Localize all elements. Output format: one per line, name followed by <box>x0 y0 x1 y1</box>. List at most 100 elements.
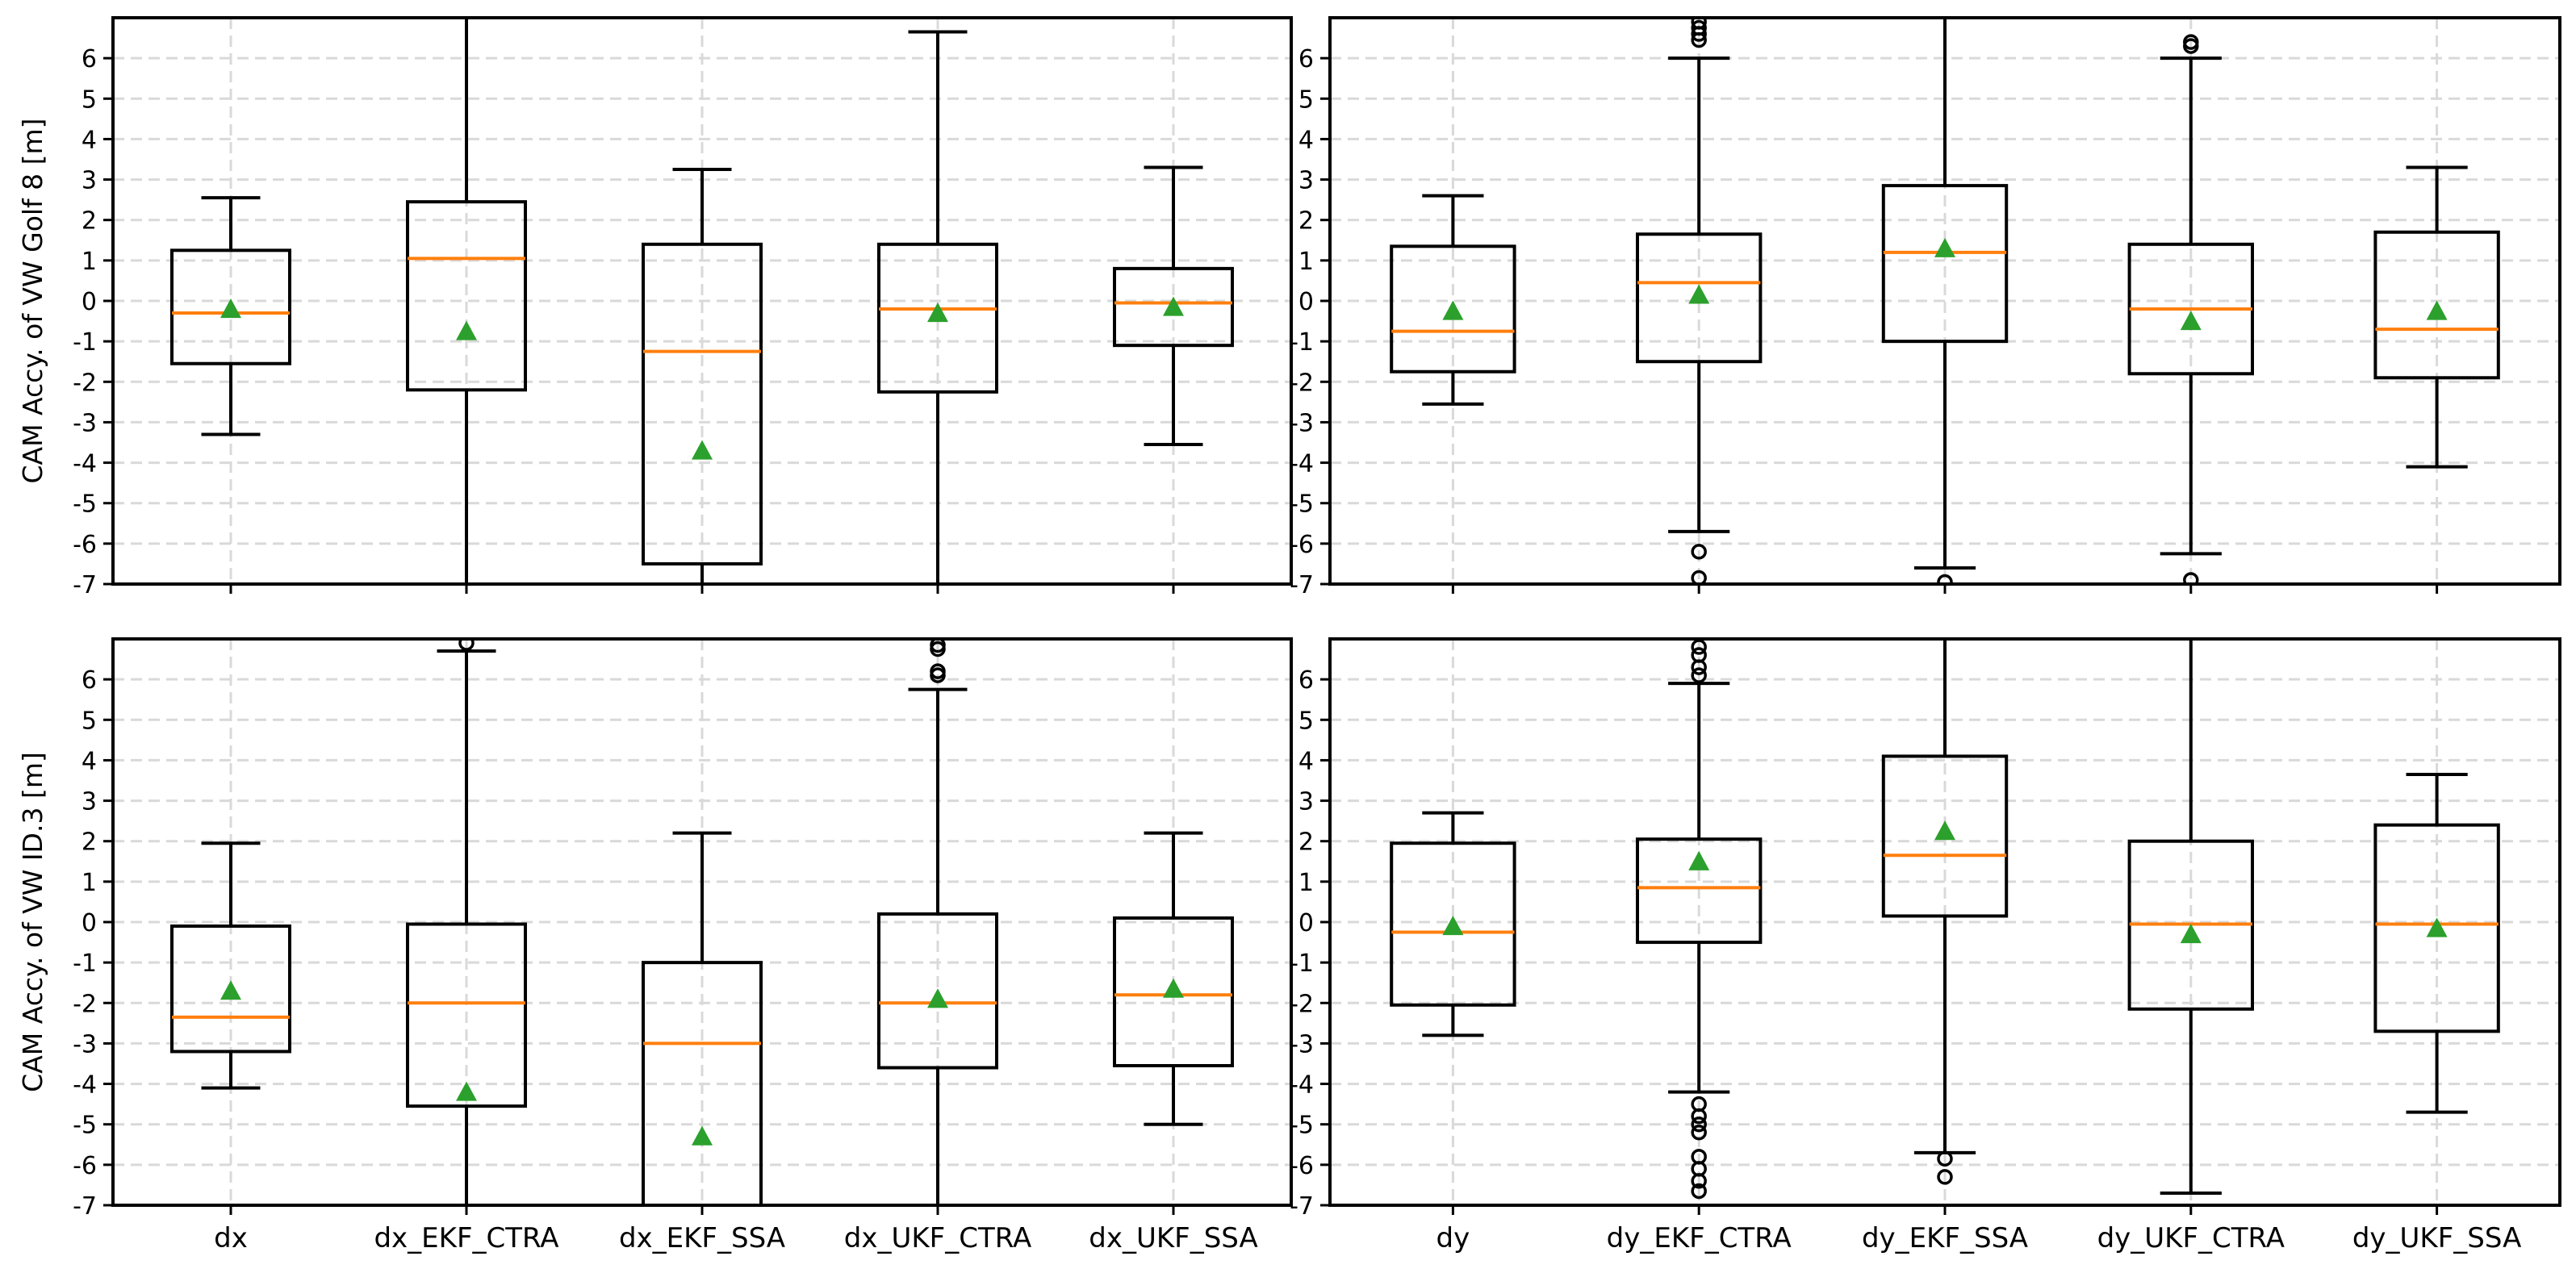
plot-area <box>113 18 1291 584</box>
mean-marker <box>456 320 477 340</box>
y-tick-label: -4 <box>1290 450 1314 478</box>
box-dx_EKF_SSA <box>642 831 763 1205</box>
iqr-box <box>170 924 291 1054</box>
y-tick-label: 6 <box>82 666 97 695</box>
y-tick-label: 0 <box>82 909 97 937</box>
box-dy_EKF_SSA <box>1881 18 2009 584</box>
y-tick-label: -2 <box>1290 990 1314 1018</box>
y-tick-label: -6 <box>73 531 97 559</box>
box-dy_EKF_SSA <box>1881 639 2009 1185</box>
mean-marker <box>927 988 948 1008</box>
y-tick-label: 3 <box>82 788 97 816</box>
iqr-box <box>642 961 763 1205</box>
box-dx <box>170 841 291 1090</box>
mean-marker <box>2180 924 2202 944</box>
y-tick-label: -1 <box>73 328 97 357</box>
y-tick-label: 4 <box>82 126 97 154</box>
y-tick-label: -5 <box>1290 490 1314 519</box>
outlier-point <box>1937 1169 1953 1185</box>
outlier-point <box>1691 1183 1707 1200</box>
y-tick-label: 6 <box>82 45 97 73</box>
x-tick-label: dy <box>1436 1222 1470 1254</box>
y-tick-label: -5 <box>73 490 97 519</box>
y-tick-label: 4 <box>1298 126 1314 154</box>
iqr-box <box>1636 837 1763 945</box>
iqr-box <box>406 922 527 1108</box>
iqr-box <box>1881 184 2009 344</box>
y-tick-label: 5 <box>1298 86 1314 114</box>
y-tick-label: -5 <box>1290 1112 1314 1140</box>
y-tick-label: -2 <box>73 990 97 1018</box>
x-tick-label: dx_EKF_CTRA <box>374 1222 558 1254</box>
outlier-point <box>1691 639 1707 655</box>
y-tick-label: -7 <box>73 571 97 599</box>
y-tick-label: 2 <box>82 207 97 236</box>
mean-marker <box>2180 311 2202 331</box>
subplot-bottom-right: -7 -6 -5 -4 -3 -2 -1 0 1 2 3 4 5 6 dy dy_EKF_CTRA dy_EKF… <box>1290 637 2561 1254</box>
mean-marker <box>220 298 241 319</box>
y-tick-label: -6 <box>1290 1152 1314 1180</box>
box-dx_UKF_SSA <box>1113 165 1234 447</box>
y-tick-label: 5 <box>1298 707 1314 735</box>
x-tick-label: dx_UKF_CTRA <box>844 1222 1031 1254</box>
outlier-point <box>1937 574 1953 584</box>
outlier-point <box>1691 647 1707 663</box>
y-tick-label: 1 <box>82 248 97 276</box>
iqr-box <box>1113 266 1234 348</box>
y-tick-label: -3 <box>1290 1030 1314 1058</box>
y-tick-label: -2 <box>73 369 97 397</box>
y-tick-label: -7 <box>73 1192 97 1221</box>
outlier-point <box>1691 1124 1707 1141</box>
box-dy <box>1390 811 1516 1037</box>
plot-area <box>113 639 1291 1205</box>
outlier-point <box>1691 544 1707 560</box>
outlier-point <box>1691 19 1707 36</box>
subplot-bottom-left: -7 -6 -5 -4 -3 -2 -1 0 1 2 3 4 5 6 dx dx_EKF_CTRA dx_EKF… <box>17 637 1293 1254</box>
y-tick-label: 1 <box>1298 248 1314 276</box>
y-tick-label: -2 <box>1290 369 1314 397</box>
y-tick-label: 6 <box>1298 45 1314 73</box>
mean-marker <box>1688 850 1710 870</box>
outlier-point <box>1937 1150 1953 1167</box>
box-dy_UKF_CTRA <box>2127 34 2255 584</box>
outlier-point <box>2183 572 2199 584</box>
y-tick-label: -6 <box>1290 531 1314 559</box>
y-tick-label: 4 <box>1298 747 1314 775</box>
iqr-box <box>1636 232 1763 364</box>
y-tick-label: 2 <box>1298 207 1314 236</box>
iqr-box <box>1881 754 2009 918</box>
mean-marker <box>927 303 948 323</box>
x-tick-label: dx <box>214 1222 248 1254</box>
outlier-point <box>1691 1173 1707 1189</box>
x-tick-label: dy_UKF_SSA <box>2352 1222 2522 1254</box>
mean-marker <box>1163 978 1184 998</box>
iqr-box <box>642 242 763 566</box>
y-tick-label: 3 <box>82 167 97 195</box>
y-tick-label: -4 <box>73 450 97 478</box>
y-tick-label: 3 <box>1298 788 1314 816</box>
y-tick-label: 4 <box>82 747 97 775</box>
outlier-point <box>1691 570 1707 584</box>
y-tick-label: 1 <box>1298 869 1314 897</box>
outlier-point <box>2183 34 2199 50</box>
y-tick-label: -3 <box>73 1030 97 1058</box>
y-axis-title: CAM Accy. of VW Golf 8 [m] <box>17 118 48 483</box>
iqr-box <box>2373 823 2500 1033</box>
y-tick-label: 5 <box>82 707 97 735</box>
box-dx_EKF_CTRA <box>406 18 527 584</box>
y-tick-label: -1 <box>73 950 97 978</box>
iqr-box <box>877 912 998 1070</box>
iqr-box <box>1113 916 1234 1068</box>
iqr-box <box>1390 244 1516 374</box>
subplot-top-left: -7 -6 -5 -4 -3 -2 -1 0 1 2 3 4 5 6 CAM Accy. of VW Gol… <box>17 16 1293 599</box>
mean-marker <box>2426 300 2448 320</box>
outlier-point <box>930 663 946 679</box>
box-dx <box>170 196 291 436</box>
box-dy <box>1390 194 1516 406</box>
iqr-box <box>2373 230 2500 380</box>
box-dx_EKF_CTRA <box>406 639 527 1205</box>
x-tick-label: dx_EKF_SSA <box>619 1222 785 1254</box>
y-tick-label: 0 <box>1298 909 1314 937</box>
